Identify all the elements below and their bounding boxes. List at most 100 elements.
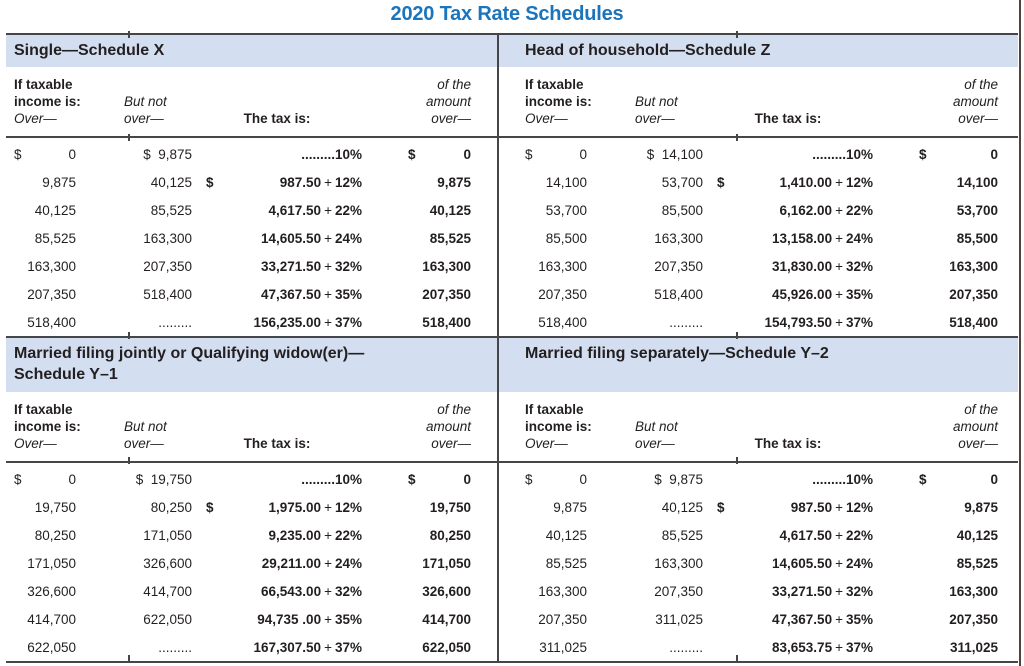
- header-line: If taxable: [14, 402, 73, 417]
- tax-rate: 24%: [845, 555, 873, 571]
- column-tick: [128, 655, 130, 662]
- table-row: 311,025......... 83,653.75 +37% 311,025: [525, 633, 998, 661]
- single-rows: $0 $ 9,875 .........10% $0 9,875 40,125 $987.5…: [14, 138, 471, 336]
- rule: [6, 661, 1018, 663]
- over-cell: 518,400: [14, 308, 76, 336]
- over-column-header: If taxable income is: Over—: [14, 67, 81, 136]
- over-cell: 326,600: [14, 577, 76, 605]
- cell-value: 163,300: [27, 258, 76, 274]
- header-line: But not: [635, 94, 678, 109]
- but-not-cell: 207,350: [587, 252, 703, 280]
- dollar-sign: $: [408, 471, 416, 487]
- cell-value: 0: [579, 471, 587, 487]
- cell-value: 311,025: [539, 639, 587, 655]
- dollar-sign: $: [525, 471, 533, 487]
- tax-cell: .........10%: [192, 140, 362, 168]
- tax-cell: 33,271.50 +32%: [192, 252, 362, 280]
- tax-amount: .........10%: [301, 471, 362, 487]
- over-cell: 14,100: [525, 168, 587, 196]
- schedule-title: Married filing jointly or Qualifying wid…: [14, 345, 365, 362]
- cell-value: 9,875: [964, 499, 998, 515]
- cell-value: $ 14,100: [646, 146, 703, 162]
- header-line: of the: [437, 402, 471, 417]
- tax-rate: 35%: [845, 611, 873, 627]
- tax-cell: 33,271.50 +32%: [703, 577, 873, 605]
- header-line: The tax is:: [754, 111, 822, 126]
- column-tick: [736, 332, 738, 339]
- header-line: If taxable: [525, 77, 584, 92]
- cell-value: 14,100: [545, 174, 587, 190]
- tax-rate: 32%: [334, 258, 362, 274]
- amount-cell: 207,350: [362, 280, 471, 308]
- amount-cell: 53,700: [873, 196, 998, 224]
- table-row: 80,250 171,050 9,235.00 +22% 80,250: [14, 521, 471, 549]
- tax-rate: 12%: [334, 174, 362, 190]
- but-not-cell: 414,700: [76, 577, 192, 605]
- tax-amount: 987.50: [790, 499, 833, 515]
- amount-over-column-header: of the amount over—: [362, 392, 471, 461]
- plus-sign: +: [835, 639, 843, 655]
- schedule-band-row: Single—Schedule X Head of household—Sche…: [6, 35, 1018, 67]
- cell-value: 163,300: [654, 555, 703, 571]
- table-row: $0 $ 9,875 .........10% $0: [14, 140, 471, 168]
- column-headers: If taxable income is: Over— But not over…: [525, 67, 998, 136]
- header-line: Over—: [14, 436, 57, 451]
- plus-sign: +: [835, 527, 843, 543]
- cell-value: 326,600: [143, 555, 192, 571]
- tax-amount: .........10%: [812, 471, 873, 487]
- over-cell: 207,350: [525, 605, 587, 633]
- table-row: 9,875 40,125 $987.50 +12% 9,875: [14, 168, 471, 196]
- amount-cell: 14,100: [873, 168, 998, 196]
- header-line: of the: [437, 77, 471, 92]
- but-not-cell: 85,525: [76, 196, 192, 224]
- amount-cell: 518,400: [873, 308, 998, 336]
- over-cell: 85,500: [525, 224, 587, 252]
- cell-value: 80,250: [429, 527, 471, 543]
- header-line: The tax is:: [243, 436, 311, 451]
- cell-value: 326,600: [27, 583, 76, 599]
- header-line: over—: [431, 436, 471, 451]
- amount-cell: 326,600: [362, 577, 471, 605]
- tax-rate: 37%: [845, 639, 873, 655]
- table-row: 518,400......... 156,235.00 +37% 518,400: [14, 308, 471, 336]
- cell-value: 207,350: [949, 611, 998, 627]
- but-not-cell: $ 14,100: [587, 140, 703, 168]
- amount-cell: 518,400: [362, 308, 471, 336]
- amount-cell: $0: [873, 140, 998, 168]
- over-cell: $0: [14, 140, 76, 168]
- table-row: $0 $ 14,100 .........10% $0: [525, 140, 998, 168]
- column-tick: [736, 655, 738, 662]
- column-headers: If taxable income is: Over— But not over…: [525, 392, 998, 461]
- but-not-cell: 311,025: [587, 605, 703, 633]
- schedule-band-row-2: Married filing jointly or Qualifying wid…: [6, 338, 1018, 392]
- header-line: income is:: [14, 94, 81, 109]
- cell-value: 518,400: [949, 314, 998, 330]
- amount-cell: 85,500: [873, 224, 998, 252]
- tax-amount: 29,211.00: [261, 555, 322, 571]
- over-cell: 80,250: [14, 521, 76, 549]
- cell-value: 0: [579, 146, 587, 162]
- cell-value: .........: [158, 314, 192, 330]
- over-cell: 163,300: [525, 252, 587, 280]
- but-not-over-column-header: But not over—: [587, 392, 703, 461]
- tax-schedules-table: Single—Schedule X Head of household—Sche…: [6, 31, 1018, 663]
- table-row: 53,700 85,500 6,162.00 +22% 53,700: [525, 196, 998, 224]
- cell-value: 163,300: [949, 583, 998, 599]
- tax-amount: 9,235.00: [268, 527, 322, 543]
- over-cell: 622,050: [14, 633, 76, 661]
- tax-amount: 83,653.75: [772, 639, 833, 655]
- table-row: $0 $ 9,875 .........10% $0: [525, 465, 998, 493]
- cell-value: 0: [463, 146, 471, 162]
- mfs-column-headers: If taxable income is: Over— But not over…: [497, 392, 1018, 461]
- over-cell: 85,525: [14, 224, 76, 252]
- cell-value: 207,350: [949, 286, 998, 302]
- tax-cell: 83,653.75 +37%: [703, 633, 873, 661]
- tax-column-header: The tax is:: [703, 67, 873, 136]
- tax-cell: 14,605.50 +24%: [703, 549, 873, 577]
- tax-column-header: The tax is:: [192, 392, 362, 461]
- amount-cell: 9,875: [873, 493, 998, 521]
- tax-amount: 1,975.00: [268, 499, 322, 515]
- cell-value: $ 9,875: [143, 146, 192, 162]
- over-cell: $0: [525, 140, 587, 168]
